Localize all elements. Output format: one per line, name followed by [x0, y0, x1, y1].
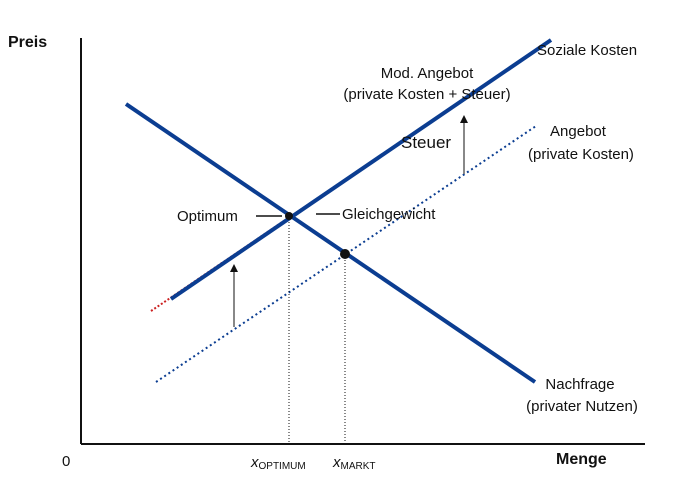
- demand-label-1: Nachfrage: [545, 376, 614, 393]
- modified-supply-label-1: Mod. Angebot: [381, 65, 474, 82]
- modified-supply-label-2: (private Kosten + Steuer): [343, 86, 510, 103]
- y-axis-title: Preis: [8, 34, 47, 51]
- x-optimum-tick-label: xOPTIMUM: [250, 454, 306, 472]
- modified-supply-line: [169, 38, 553, 301]
- supply-label-1: Angebot: [550, 123, 607, 140]
- equilibrium-point: [340, 249, 350, 259]
- equilibrium-label: Gleichgewicht: [342, 206, 436, 223]
- tax-arrow-left: [230, 264, 238, 327]
- origin-label: 0: [62, 453, 70, 470]
- social-cost-label: Soziale Kosten: [537, 42, 637, 59]
- supply-label-2: (private Kosten): [528, 146, 634, 163]
- x-axis-title: Menge: [556, 451, 607, 468]
- x-market-tick-label: xMARKT: [332, 454, 376, 472]
- tax-arrow-right: [460, 115, 468, 174]
- optimum-point: [285, 212, 293, 220]
- tax-label: Steuer: [401, 133, 451, 152]
- optimum-label: Optimum: [177, 208, 238, 225]
- demand-label-2: (privater Nutzen): [526, 398, 638, 415]
- private-supply-line: [155, 125, 537, 383]
- demand-line: [124, 102, 537, 384]
